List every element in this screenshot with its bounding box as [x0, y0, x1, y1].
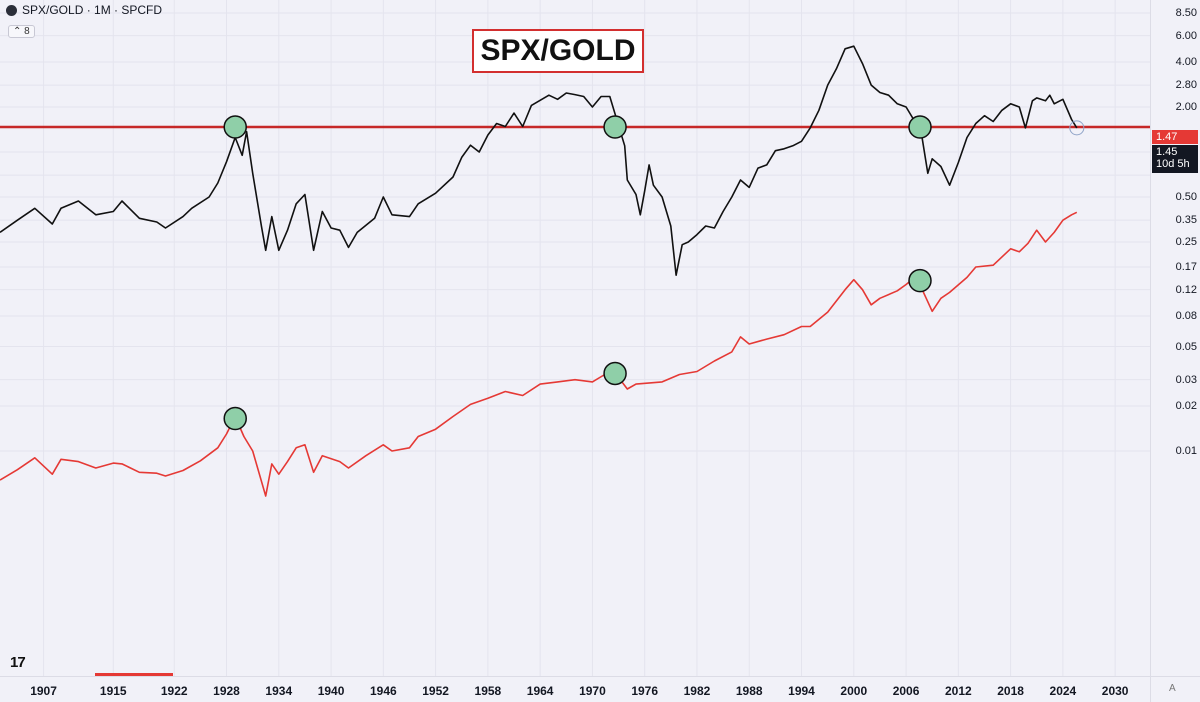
last-price-badge: 1.45 10d 5h [1152, 145, 1198, 173]
x-tick-label: 2030 [1101, 684, 1129, 698]
x-tick-label: 1922 [160, 684, 188, 698]
y-tick-label: 0.05 [1175, 340, 1197, 353]
y-tick-label: 0.01 [1175, 445, 1197, 457]
x-tick-label: 1958 [474, 684, 502, 698]
symbol-legend[interactable]: SPX/GOLD · 1M · SPCFD [6, 3, 162, 17]
x-tick-label: 1940 [317, 684, 345, 698]
horizontal-line-value: 1.47 [1156, 131, 1178, 143]
chart-title-box: SPX/GOLD [472, 29, 644, 73]
x-tick-label: 2000 [840, 684, 868, 698]
time-axis[interactable]: 1907 1915 1922 1928 1934 1940 1946 1952 1958 1964… [0, 676, 1150, 702]
y-tick-label: 2.00 [1175, 100, 1197, 113]
y-tick-label: 0.17 [1175, 261, 1197, 274]
x-tick-label: 1952 [422, 684, 449, 698]
x-tick-label: 2024 [1049, 684, 1077, 698]
y-tick-label: 0.02 [1175, 399, 1197, 412]
symbol-label: SPX/GOLD · 1M · SPCFD [22, 3, 163, 17]
x-tick-label: 1964 [526, 684, 554, 698]
y-tick-label: 4.00 [1175, 55, 1197, 68]
auto-scale-button[interactable]: A [1169, 683, 1176, 694]
y-tick-label: 0.03 [1175, 373, 1197, 386]
x-tick-label: 1907 [30, 684, 57, 698]
indicator-count: 8 [24, 26, 30, 37]
symbol-icon [6, 4, 17, 16]
y-tick-label: 0.50 [1175, 191, 1197, 203]
x-tick-label: 1988 [735, 684, 763, 698]
plot-svg [0, 0, 1150, 676]
chevron-up-icon: ⌃ [13, 26, 25, 37]
y-tick-label: 0.08 [1175, 309, 1197, 322]
marker-circle-3[interactable] [223, 406, 247, 431]
y-tick-label: 0.25 [1175, 236, 1197, 248]
logo-text: 17 [10, 654, 26, 671]
marker-circle-2[interactable] [908, 115, 932, 139]
x-tick-label: 1994 [788, 684, 815, 698]
range-highlight [95, 673, 173, 676]
x-tick-label: 1915 [99, 684, 127, 698]
y-tick-label: 6.00 [1175, 29, 1197, 42]
last-point-marker [1069, 120, 1085, 136]
price-axis[interactable]: 8.50 6.00 4.00 2.80 2.00 0.50 0.35 0.25 0.17 0.12… [1150, 0, 1200, 676]
spx-series-line[interactable] [0, 211, 1078, 497]
x-tick-label: 2006 [892, 684, 920, 698]
marker-circle-5[interactable] [908, 268, 932, 293]
chart-area[interactable]: SPX/GOLD · 1M · SPCFD ⌃ 8 SPX/GOLD 17 [0, 0, 1150, 676]
y-tick-label: 0.12 [1175, 283, 1197, 296]
chart-title: SPX/GOLD [480, 34, 636, 67]
x-tick-label: 1946 [369, 684, 397, 698]
x-tick-label: 2012 [944, 684, 972, 698]
auto-scale-corner[interactable]: A [1150, 676, 1200, 702]
x-tick-label: 1970 [579, 684, 606, 698]
x-tick-label: 1934 [265, 684, 293, 698]
last-price-value: 1.45 [1156, 146, 1178, 158]
marker-circle-0[interactable] [223, 115, 247, 139]
spx-gold-series-line[interactable] [0, 45, 1078, 277]
horizontal-line-price-badge: 1.47 [1152, 130, 1198, 144]
x-tick-label: 1976 [631, 684, 659, 698]
x-tick-label: 2018 [997, 684, 1024, 698]
marker-circle-1[interactable] [603, 115, 627, 139]
y-tick-label: 0.35 [1175, 214, 1197, 227]
y-tick-label: 8.50 [1175, 7, 1197, 20]
y-tick-label: 2.80 [1175, 79, 1197, 92]
marker-circle-4[interactable] [603, 361, 627, 386]
bar-countdown: 10d 5h [1156, 158, 1190, 170]
x-tick-label: 1928 [213, 684, 240, 698]
tradingview-logo-icon[interactable]: 17 [10, 654, 26, 671]
x-tick-label: 1982 [683, 684, 711, 698]
collapse-indicators-button[interactable]: ⌃ 8 [8, 25, 35, 38]
